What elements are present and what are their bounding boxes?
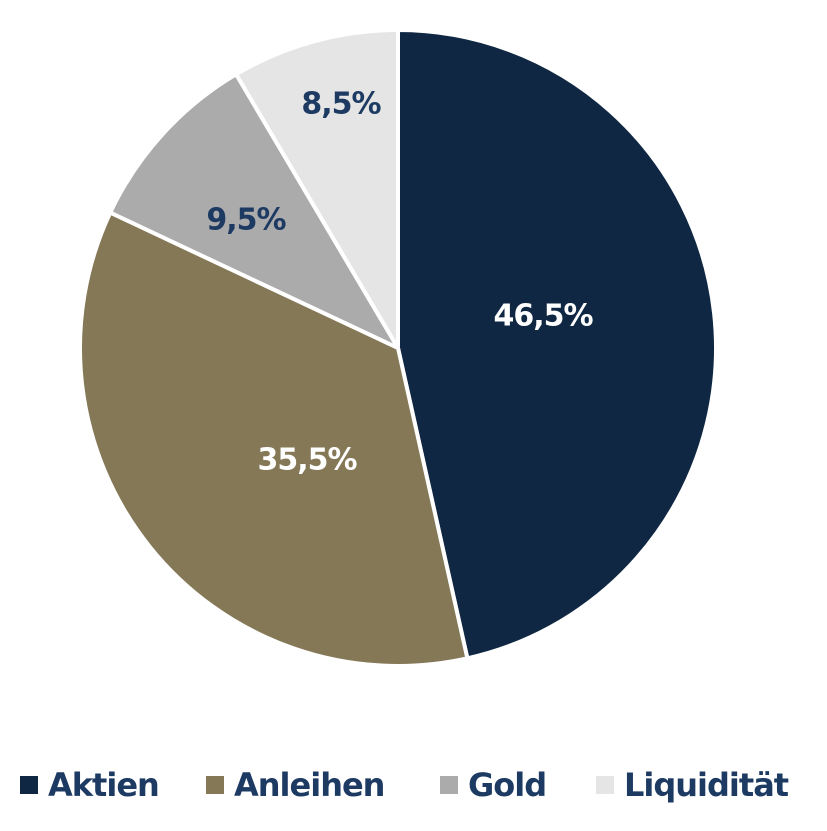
pie-slice-aktien	[396, 28, 718, 661]
legend-label: Liquidität	[624, 766, 789, 804]
legend-swatch-gold	[440, 776, 458, 794]
legend-label: Aktien	[48, 766, 160, 804]
legend-label: Anleihen	[234, 766, 385, 804]
legend-item-anleihen: Anleihen	[206, 760, 385, 810]
legend-swatch-anleihen	[206, 776, 224, 794]
legend-label: Gold	[468, 766, 547, 804]
legend-swatch-aktien	[20, 776, 38, 794]
legend-item-liquiditaet: Liquidität	[596, 760, 789, 810]
slice-label-aktien: 46,5%	[493, 299, 593, 334]
slice-label-gold: 9,5%	[206, 203, 286, 238]
pie-slice-anleihen	[78, 210, 470, 668]
legend-item-aktien: Aktien	[20, 760, 160, 810]
legend-item-gold: Gold	[440, 760, 547, 810]
pie-chart: 46,5% 35,5% 9,5% 8,5%	[78, 28, 718, 668]
slice-label-anleihen: 35,5%	[257, 443, 357, 478]
slice-label-liquidität: 8,5%	[301, 87, 381, 122]
legend-swatch-liquiditaet	[596, 776, 614, 794]
pie-slice-gold	[108, 72, 400, 350]
legend: Aktien Anleihen Gold Liquidität	[0, 760, 827, 810]
pie-slice-liquidität	[234, 28, 400, 350]
